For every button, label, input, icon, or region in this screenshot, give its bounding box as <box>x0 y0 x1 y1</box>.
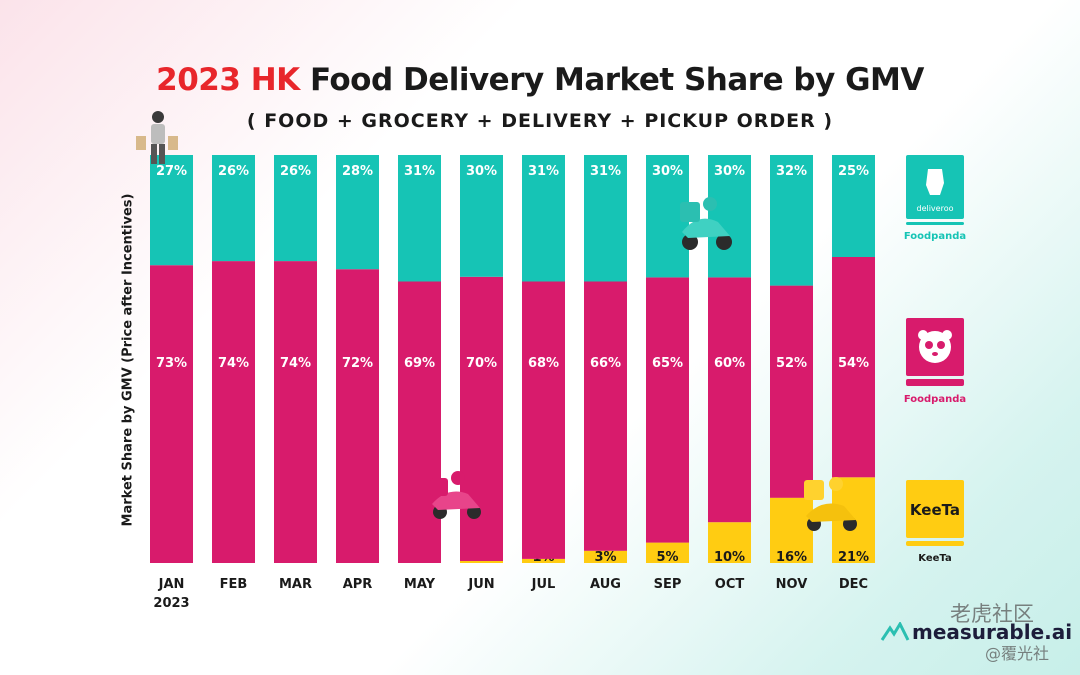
keeta-legend-swatch: KeeTa <box>906 480 964 538</box>
y-axis-label: Market Share by GMV (Price after Incenti… <box>120 193 136 527</box>
bar-foodpanda-aug <box>584 281 627 551</box>
foodpanda-legend-line <box>906 379 964 386</box>
data-label-deliveroo-aug: 31% <box>590 164 621 179</box>
keeta-legend-line <box>906 541 964 546</box>
bar-foodpanda-dec <box>832 257 875 478</box>
keeta-logo-icon: KeeTa <box>910 501 960 519</box>
data-label-deliveroo-dec: 25% <box>838 164 869 179</box>
bar-keeta-sep <box>646 542 689 563</box>
bar-foodpanda-nov <box>770 285 813 498</box>
bar-keeta-jun <box>460 561 503 563</box>
x-tick-oct: OCT <box>715 577 745 592</box>
data-label-keeta-sep: 5% <box>656 550 678 565</box>
x-tick-aug: AUG <box>590 577 621 592</box>
bar-foodpanda-apr <box>336 269 379 563</box>
foodpanda-legend-swatch <box>906 318 964 376</box>
title-year: 2023 HK <box>156 62 300 98</box>
legend-foodpanda: Foodpanda <box>903 394 967 405</box>
bar-foodpanda-may <box>398 281 441 563</box>
bar-deliveroo-mar <box>274 155 317 262</box>
bar-deliveroo-aug <box>584 155 627 282</box>
data-label-deliveroo-nov: 32% <box>776 164 807 179</box>
bar-deliveroo-feb <box>212 155 255 262</box>
deliveroo-legend-swatch: deliveroo <box>906 155 964 219</box>
data-label-keeta-nov: 16% <box>776 550 807 565</box>
bar-foodpanda-mar <box>274 261 317 563</box>
chart-subtitle: ( FOOD + GROCERY + DELIVERY + PICKUP ORD… <box>246 110 834 132</box>
data-label-foodpanda-jan: 73% <box>156 356 187 371</box>
data-label-foodpanda-may: 69% <box>404 356 435 371</box>
bar-deliveroo-nov <box>770 155 813 286</box>
data-label-deliveroo-mar: 26% <box>280 164 311 179</box>
walking-courier-icon <box>136 111 178 164</box>
x-tick-feb: FEB <box>220 577 248 592</box>
panda-logo-icon <box>918 330 952 363</box>
bar-deliveroo-may <box>398 155 441 282</box>
bar-foodpanda-feb <box>212 261 255 563</box>
deliveroo-legend-line <box>906 222 964 225</box>
bar-keeta-aug <box>584 550 627 563</box>
brand-name: measurable.ai <box>912 620 1073 644</box>
data-label-deliveroo-oct: 30% <box>714 164 745 179</box>
bar-foodpanda-sep <box>646 277 689 543</box>
x-tick-year: 2023 <box>153 596 189 611</box>
bar-deliveroo-dec <box>832 155 875 257</box>
data-label-deliveroo-feb: 26% <box>218 164 249 179</box>
x-tick-dec: DEC <box>839 577 868 592</box>
data-label-foodpanda-sep: 65% <box>652 356 683 371</box>
bar-keeta-jul <box>522 558 565 563</box>
data-label-foodpanda-jun: 70% <box>466 356 497 371</box>
data-label-foodpanda-nov: 52% <box>776 356 807 371</box>
data-label-keeta-dec: 21% <box>838 550 869 565</box>
bar-foodpanda-jan <box>150 265 193 563</box>
overlay-watermark-1: 老虎社区 <box>950 602 1034 626</box>
bar-keeta-nov <box>770 497 813 563</box>
data-label-deliveroo-jul: 31% <box>528 164 559 179</box>
bar-foodpanda-oct <box>708 277 751 523</box>
data-label-deliveroo-jun: 30% <box>466 164 497 179</box>
overlay-watermark-2: @覆光社 <box>985 644 1050 663</box>
data-label-keeta-aug: 3% <box>594 550 616 565</box>
data-label-foodpanda-jul: 68% <box>528 356 559 371</box>
bar-deliveroo-jan <box>150 155 193 266</box>
deliveroo-logo-icon: deliveroo <box>906 155 964 219</box>
bar-deliveroo-oct <box>708 155 751 278</box>
bar-deliveroo-apr <box>336 155 379 270</box>
x-tick-apr: APR <box>343 577 373 592</box>
data-label-foodpanda-feb: 74% <box>218 356 249 371</box>
bar-foodpanda-jun <box>460 276 503 561</box>
x-tick-jun: JUN <box>467 577 494 592</box>
bar-deliveroo-jul <box>522 155 565 282</box>
bar-deliveroo-jun <box>460 155 503 277</box>
data-label-deliveroo-apr: 28% <box>342 164 373 179</box>
data-label-deliveroo-jan: 27% <box>156 164 187 179</box>
data-label-foodpanda-mar: 74% <box>280 356 311 371</box>
data-label-foodpanda-oct: 60% <box>714 356 745 371</box>
title-main: Food Delivery Market Share by GMV <box>309 62 924 98</box>
yellow-scooter-courier-icon <box>804 477 857 531</box>
legend-deliveroo: Foodpanda <box>903 231 967 242</box>
data-label-deliveroo-may: 31% <box>404 164 435 179</box>
legend-keeta: KeeTa <box>918 553 952 564</box>
data-label-foodpanda-apr: 72% <box>342 356 373 371</box>
scooter-courier-icon <box>680 197 732 250</box>
data-label-foodpanda-aug: 66% <box>590 356 621 371</box>
bar-foodpanda-jul <box>522 281 565 559</box>
data-label-keeta-oct: 10% <box>714 550 745 565</box>
bar-keeta-oct <box>708 522 751 563</box>
data-label-foodpanda-dec: 54% <box>838 356 869 371</box>
keeta-logo-text: KeeTa <box>910 501 960 519</box>
x-tick-may: MAY <box>404 577 436 592</box>
x-tick-jan: JAN <box>158 577 185 592</box>
chart-title: 2023 HK Food Delivery Market Share by GM… <box>0 62 1080 98</box>
x-tick-mar: MAR <box>279 577 312 592</box>
x-tick-nov: NOV <box>776 577 808 592</box>
deliveroo-logo-text: deliveroo <box>916 204 953 213</box>
x-tick-sep: SEP <box>654 577 682 592</box>
measurable-logo-icon <box>880 622 910 641</box>
pink-scooter-courier-icon <box>430 471 481 519</box>
x-tick-jul: JUL <box>531 577 556 592</box>
data-label-deliveroo-sep: 30% <box>652 164 683 179</box>
